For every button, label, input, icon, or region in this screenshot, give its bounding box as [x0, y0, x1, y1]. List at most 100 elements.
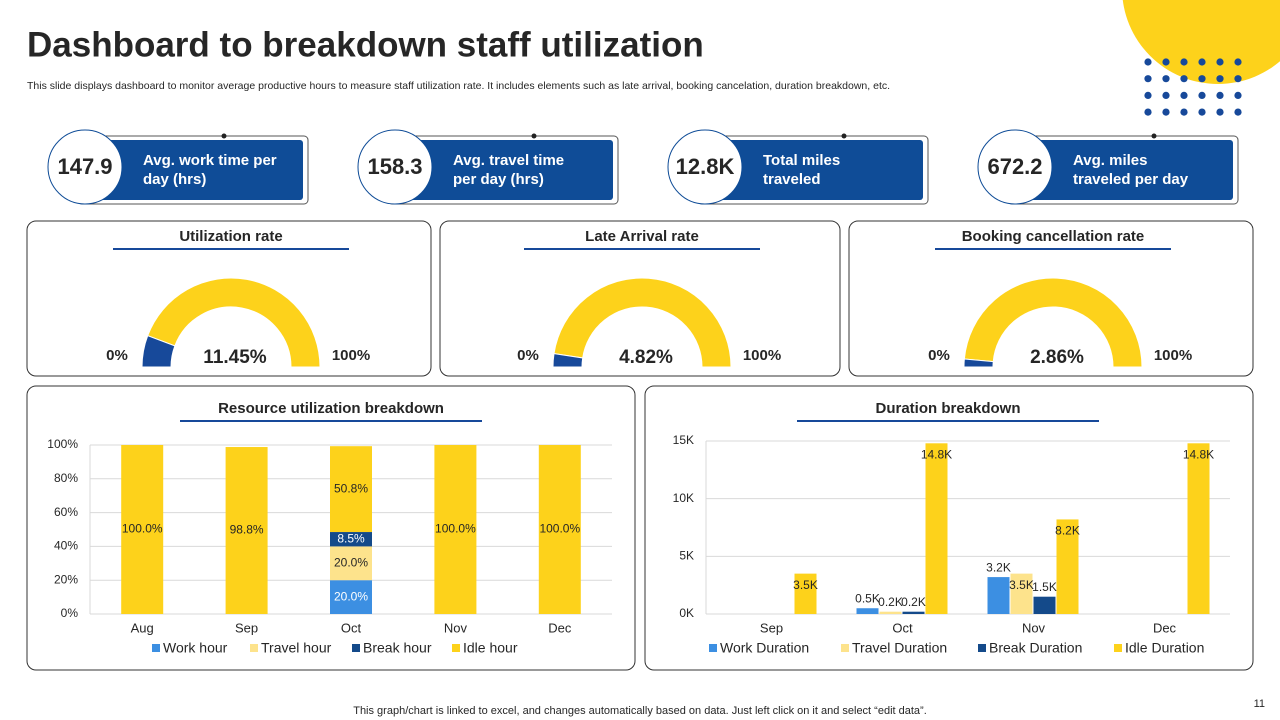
kpi-circle	[667, 129, 743, 205]
y-tick-label: 60%	[54, 505, 78, 519]
legend-swatch	[152, 644, 160, 652]
data-label: 0.2K	[901, 595, 926, 609]
page-number: 11	[1254, 698, 1265, 710]
bar	[902, 611, 925, 614]
decor-dot	[1198, 58, 1206, 66]
y-tick-label: 0K	[679, 606, 694, 620]
x-tick-label: Sep	[235, 620, 258, 635]
x-tick-label: Dec	[1153, 620, 1177, 635]
gauge-value-label: 4.82%	[619, 347, 673, 368]
kpi-label: day (hrs)	[143, 171, 206, 188]
decor-dot	[1162, 58, 1170, 66]
gauge-track	[963, 277, 1143, 368]
kpi-dot	[221, 133, 227, 139]
kpi-dot	[1151, 133, 1157, 139]
gauge-value	[552, 353, 584, 368]
decor-dot	[1180, 58, 1188, 66]
bar	[538, 445, 581, 614]
data-label: 3.5K	[1009, 578, 1034, 592]
bar	[330, 546, 372, 581]
y-tick-label: 20%	[54, 572, 78, 586]
chart-title: Booking cancellation rate	[962, 228, 1145, 245]
legend-label: Travel hour	[261, 640, 332, 656]
data-label: 50.8%	[334, 481, 368, 495]
y-tick-label: 5K	[679, 549, 694, 563]
legend-label: Idle Duration	[1125, 640, 1204, 656]
slide-subtitle: This slide displays dashboard to monitor…	[27, 80, 890, 92]
slide-title: Dashboard to breakdown staff utilization	[27, 25, 704, 64]
kpi-label: Avg. travel time	[453, 152, 564, 169]
kpi-circle	[977, 129, 1053, 205]
gauge-track	[553, 277, 732, 368]
decor-dot	[1180, 75, 1188, 83]
kpi-row: 147.9 Avg. work time per day (hrs) 158.3 Avg…	[47, 129, 1239, 205]
kpi-band	[704, 140, 923, 200]
legend-swatch	[978, 644, 986, 652]
y-tick-label: 10K	[673, 491, 694, 505]
bar	[794, 573, 817, 614]
data-label: 3.2K	[986, 560, 1011, 574]
gauge-value	[963, 358, 994, 368]
data-label: 3.5K	[793, 578, 818, 592]
legend-swatch	[709, 644, 717, 652]
data-label: 100.0%	[435, 522, 476, 536]
bar	[856, 608, 879, 614]
gauge-range-label: 100%	[332, 347, 370, 364]
gauge-range-label: 100%	[743, 347, 781, 364]
bar	[1187, 443, 1210, 614]
legend-label: Work hour	[163, 640, 228, 656]
data-label: 8.2K	[1055, 524, 1080, 538]
decor-dot	[1234, 108, 1242, 116]
decor-dot	[1180, 108, 1188, 116]
bar	[330, 532, 372, 547]
gauge-track	[147, 277, 321, 368]
legend-swatch	[250, 644, 258, 652]
data-label: 20.0%	[334, 555, 368, 569]
decor-dot	[1198, 75, 1206, 83]
gauge-value-label: 2.86%	[1030, 347, 1084, 368]
decor-dot	[1162, 75, 1170, 83]
bar	[330, 580, 372, 614]
bar	[1056, 519, 1079, 614]
legend-swatch	[1114, 644, 1122, 652]
kpi-value: 12.8K	[676, 154, 735, 179]
legend-label: Travel Duration	[852, 640, 947, 656]
charts: Utilization rate 11.45% 0% 100% Late Arrival…	[26, 220, 1254, 671]
decor-dot	[1234, 91, 1242, 99]
kpi-label: Avg. miles	[1073, 152, 1147, 169]
gauge-range-label: 0%	[106, 347, 128, 364]
decor-dot	[1144, 58, 1152, 66]
kpi-label: traveled	[763, 171, 821, 188]
x-tick-label: Oct	[341, 620, 362, 635]
decor-circle	[1122, 0, 1280, 84]
y-tick-label: 0%	[61, 606, 79, 620]
kpi-card: 12.8K Total miles traveled	[667, 129, 929, 205]
chart-title: Resource utilization breakdown	[218, 400, 444, 417]
decor-dot	[1144, 75, 1152, 83]
decor-dot	[1180, 91, 1188, 99]
bar	[1033, 596, 1056, 614]
x-tick-label: Dec	[548, 620, 572, 635]
footer-note: This graph/chart is linked to excel, and…	[353, 705, 927, 717]
kpi-label: per day (hrs)	[453, 171, 544, 188]
decor-dot	[1144, 91, 1152, 99]
kpi-band	[394, 140, 613, 200]
data-label: 20.0%	[334, 589, 368, 603]
chart-title: Utilization rate	[179, 228, 282, 245]
y-tick-label: 100%	[47, 437, 78, 451]
gauge-range-label: 100%	[1154, 347, 1192, 364]
decor-dot	[1234, 75, 1242, 83]
x-tick-label: Oct	[892, 620, 913, 635]
y-tick-label: 15K	[673, 433, 694, 447]
x-tick-label: Sep	[760, 620, 783, 635]
legend-label: Break hour	[363, 640, 432, 656]
chart-title: Late Arrival rate	[585, 228, 699, 245]
kpi-label: traveled per day	[1073, 171, 1189, 188]
gauge-range-label: 0%	[517, 347, 539, 364]
data-label: 8.5%	[337, 531, 365, 545]
x-tick-label: Aug	[131, 620, 154, 635]
legend-label: Work Duration	[720, 640, 809, 656]
kpi-dot	[531, 133, 537, 139]
decor-dot	[1162, 108, 1170, 116]
